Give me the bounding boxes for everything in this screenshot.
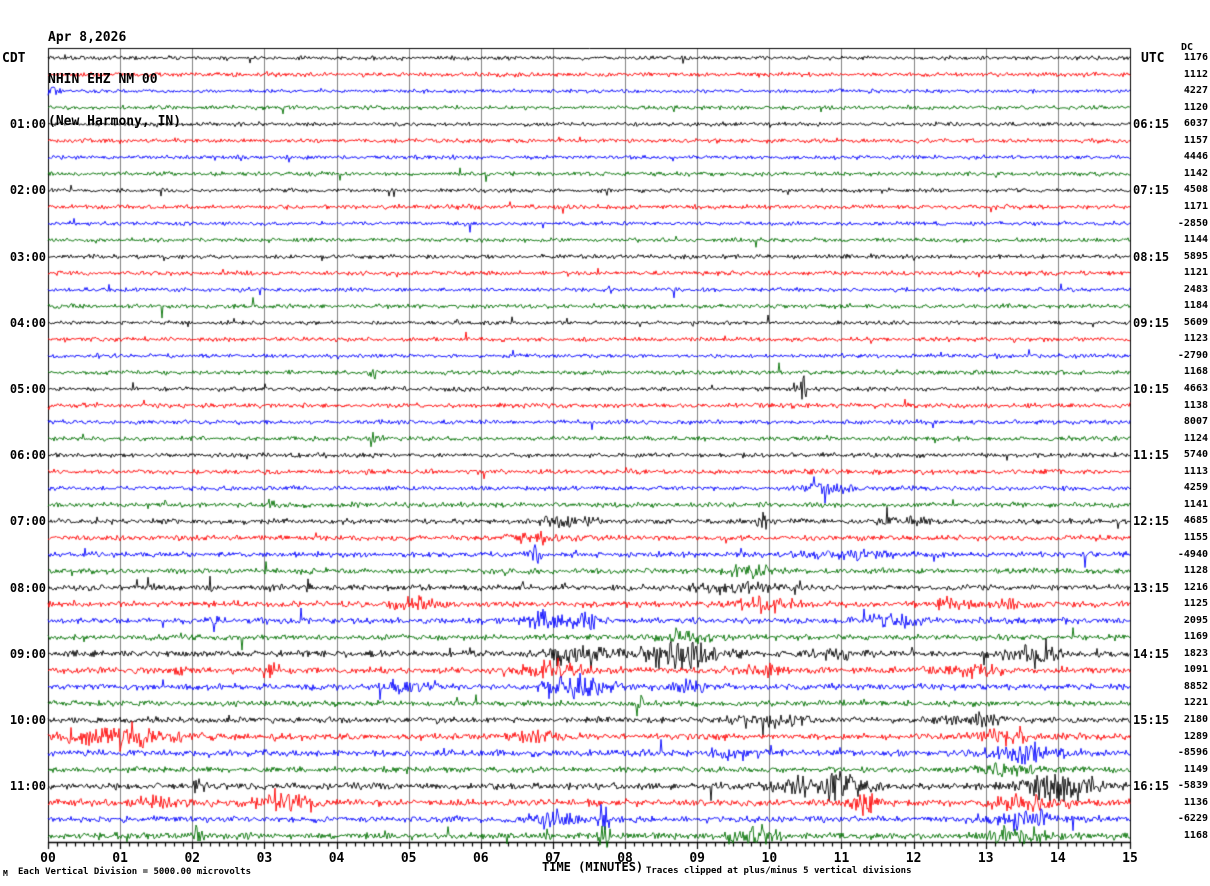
left-axis-title-cdt: CDT bbox=[2, 51, 26, 66]
cdt-time-label: 11:00 bbox=[9, 779, 46, 794]
utc-time-label: 08:15 bbox=[1133, 249, 1170, 264]
clipping-note: Traces clipped at plus/minus 5 vertical … bbox=[646, 866, 912, 876]
trace-dc-value: 4259 bbox=[1183, 482, 1208, 494]
trace-dc-value: 1157 bbox=[1183, 134, 1208, 146]
header-station: NHIN EHZ NM 00 bbox=[48, 72, 158, 87]
trace-dc-value: -2850 bbox=[1177, 217, 1208, 229]
trace-dc-value: 2095 bbox=[1183, 614, 1208, 626]
utc-time-label: 16:15 bbox=[1133, 779, 1170, 794]
x-axis-tick-label: 02 bbox=[184, 851, 201, 866]
trace-dc-value: 4227 bbox=[1183, 85, 1208, 97]
trace-dc-value: 1125 bbox=[1183, 598, 1208, 610]
utc-time-label: 07:15 bbox=[1133, 183, 1170, 198]
cdt-time-label: 05:00 bbox=[9, 382, 46, 396]
trace-dc-value: -6229 bbox=[1177, 813, 1208, 825]
x-axis-tick-label: 11 bbox=[833, 851, 850, 866]
trace-dc-value: 1113 bbox=[1183, 465, 1208, 477]
x-axis-tick-label: 05 bbox=[400, 851, 417, 866]
trace-dc-value: 1171 bbox=[1183, 200, 1208, 212]
x-axis-tick-label: 12 bbox=[905, 851, 922, 866]
trace-dc-value: 1124 bbox=[1183, 432, 1208, 444]
trace-dc-value: 1149 bbox=[1183, 763, 1208, 775]
trace-dc-value: 1168 bbox=[1183, 366, 1208, 378]
trace-dc-value: 1128 bbox=[1183, 565, 1208, 577]
trace-dc-value: 1121 bbox=[1183, 267, 1208, 279]
trace-dc-value: 2483 bbox=[1183, 283, 1208, 295]
trace-dc-value: 1091 bbox=[1183, 664, 1208, 676]
x-axis-tick-label: 06 bbox=[472, 851, 489, 866]
trace-dc-value: 1155 bbox=[1183, 531, 1208, 543]
trace-dc-value: 5609 bbox=[1183, 316, 1208, 328]
trace-dc-value: 1176 bbox=[1183, 52, 1208, 63]
trace-dc-value: 1823 bbox=[1183, 647, 1208, 659]
x-axis-tick-label: 01 bbox=[112, 851, 128, 866]
trace-dc-value: 8852 bbox=[1183, 680, 1208, 692]
trace-dc-value: 6037 bbox=[1183, 118, 1208, 130]
utc-time-label: 12:15 bbox=[1133, 514, 1170, 529]
x-axis-tick-label: 10 bbox=[761, 851, 778, 866]
header-date: Apr 8,2026 bbox=[48, 30, 127, 45]
cdt-time-label: 03:00 bbox=[9, 249, 46, 264]
cdt-time-label: 07:00 bbox=[9, 514, 46, 529]
cdt-time-label: 04:00 bbox=[9, 315, 46, 330]
trace-dc-value: 1289 bbox=[1183, 730, 1208, 742]
x-axis-tick-label: 13 bbox=[977, 851, 994, 866]
trace-dc-value: 1169 bbox=[1183, 631, 1208, 643]
utc-time-label: 15:15 bbox=[1133, 713, 1170, 727]
x-axis-tick-label: 15 bbox=[1122, 851, 1138, 866]
trace-dc-value: -8596 bbox=[1177, 747, 1208, 759]
plot-header: Apr 8,2026 NHIN EHZ NM 00 (New Harmony, … bbox=[48, 3, 181, 157]
x-axis-tick-label: 09 bbox=[689, 851, 706, 866]
trace-dc-value: 1136 bbox=[1183, 796, 1208, 808]
trace-dc-value: -4940 bbox=[1177, 548, 1208, 560]
trace-dc-value: 1221 bbox=[1183, 697, 1208, 709]
trace-dc-value: 8007 bbox=[1183, 416, 1208, 428]
x-axis-tick-label: 04 bbox=[328, 851, 345, 866]
trace-dc-value: 4446 bbox=[1183, 151, 1208, 163]
trace-dc-value: 1216 bbox=[1183, 581, 1208, 593]
cdt-time-label: 06:00 bbox=[9, 448, 46, 463]
trace-dc-value: 1168 bbox=[1183, 829, 1208, 841]
trace-dc-value: 1142 bbox=[1183, 167, 1208, 179]
utc-time-label: 11:15 bbox=[1133, 448, 1170, 463]
trace-dc-value: 1112 bbox=[1183, 68, 1208, 80]
x-axis-tick-label: 14 bbox=[1050, 851, 1066, 866]
utc-time-label: 06:15 bbox=[1133, 117, 1170, 132]
trace-dc-value: 1144 bbox=[1183, 234, 1208, 246]
trace-dc-value: 1138 bbox=[1183, 399, 1208, 411]
x-axis-tick-label: 08 bbox=[617, 851, 633, 866]
trace-dc-value: 2180 bbox=[1183, 714, 1208, 725]
cdt-time-label: 08:00 bbox=[9, 580, 46, 595]
trace-dc-value: -5839 bbox=[1177, 780, 1208, 792]
trace-dc-value: 4663 bbox=[1183, 383, 1208, 394]
right-axis-title-utc: UTC bbox=[1141, 51, 1165, 66]
trace-dc-value: 1123 bbox=[1183, 333, 1208, 345]
trace-dc-value: 4685 bbox=[1183, 515, 1208, 527]
watermark-mark: M bbox=[3, 869, 8, 878]
cdt-time-label: 02:00 bbox=[9, 183, 46, 198]
vertical-scale-note: Each Vertical Division = 5000.00 microvo… bbox=[18, 867, 251, 877]
x-axis-tick-label: 03 bbox=[256, 851, 273, 866]
dc-offset-column-label: DC bbox=[1181, 42, 1194, 53]
cdt-time-label: 10:00 bbox=[9, 713, 46, 727]
x-axis-title: TIME (MINUTES) bbox=[542, 860, 644, 874]
trace-dc-value: 4508 bbox=[1183, 184, 1208, 196]
trace-dc-value: -2790 bbox=[1177, 349, 1208, 361]
trace-dc-value: 5895 bbox=[1183, 250, 1208, 262]
x-axis-tick-label: 00 bbox=[40, 851, 56, 866]
trace-dc-value: 1120 bbox=[1183, 101, 1208, 113]
utc-time-label: 09:15 bbox=[1133, 315, 1170, 330]
trace-dc-value: 1141 bbox=[1183, 498, 1208, 510]
header-location: (New Harmony, IN) bbox=[48, 114, 182, 129]
cdt-time-label: 01:00 bbox=[9, 117, 46, 132]
utc-time-label: 10:15 bbox=[1133, 382, 1170, 396]
cdt-time-label: 09:00 bbox=[9, 646, 46, 661]
utc-time-label: 14:15 bbox=[1133, 646, 1170, 661]
trace-dc-value: 5740 bbox=[1183, 449, 1208, 461]
utc-time-label: 13:15 bbox=[1133, 580, 1170, 595]
trace-dc-value: 1184 bbox=[1183, 300, 1208, 312]
x-axis-tick-label: 07 bbox=[545, 851, 561, 866]
